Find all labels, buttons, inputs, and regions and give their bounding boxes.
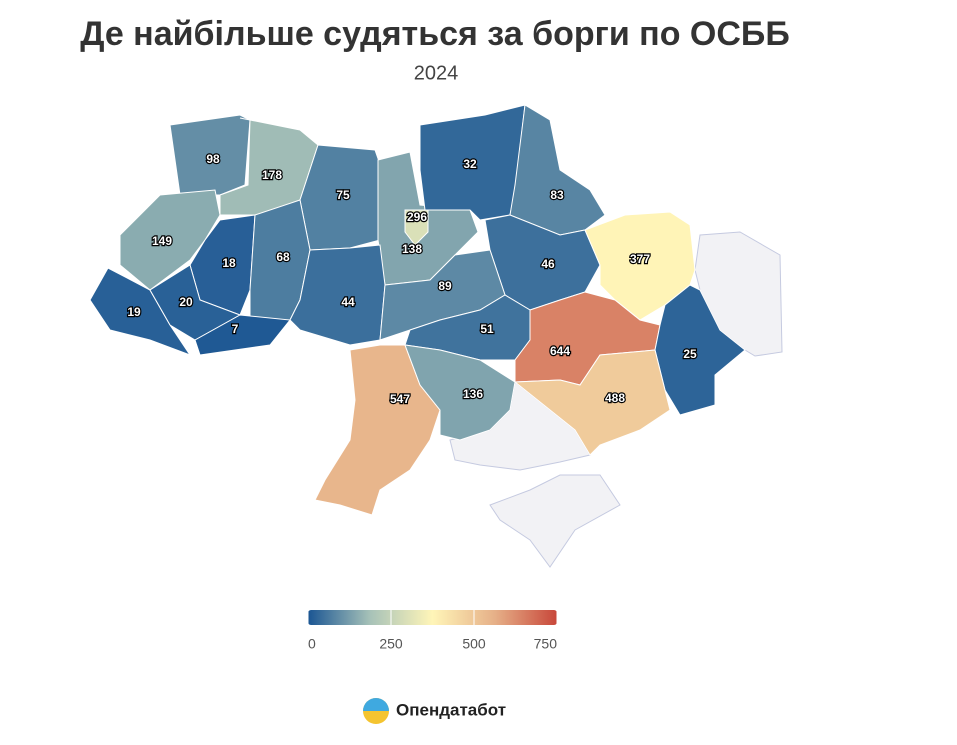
region: [194, 314, 291, 356]
value-label: 138: [402, 242, 422, 256]
region: [89, 267, 192, 357]
logo-icon: [363, 698, 389, 711]
source: Опендатабот: [396, 700, 506, 719]
region: [509, 104, 606, 236]
logo: Опендатабот: [363, 698, 506, 724]
value-label: 83: [550, 188, 564, 202]
legend-tick-label: 250: [379, 636, 403, 652]
value-label: 20: [179, 295, 193, 309]
legend-tick-label: 500: [462, 636, 486, 652]
value-label: 136: [463, 387, 483, 401]
region: [513, 349, 671, 456]
value-label: 18: [222, 256, 236, 270]
value-label: 25: [683, 347, 697, 361]
region-no-data: [694, 231, 783, 357]
legend-tick-label: 750: [534, 636, 558, 652]
no-data-regions: [449, 231, 783, 568]
value-label: 51: [480, 322, 494, 336]
region: [169, 114, 251, 196]
value-label: 149: [152, 234, 172, 248]
value-label: 98: [206, 152, 220, 166]
colorbar: [308, 610, 557, 625]
value-label: 89: [438, 279, 452, 293]
region: [404, 209, 429, 246]
region-no-data: [489, 474, 621, 568]
value-label: 19: [127, 305, 141, 319]
chart-subtitle: 2024: [414, 62, 459, 84]
legend: 0 250 500 750: [307, 610, 558, 652]
value-label: 178: [262, 168, 282, 182]
legend-tick-label: 0: [308, 636, 316, 652]
value-label: 32: [463, 157, 477, 171]
region: [219, 117, 319, 216]
value-label: 44: [341, 295, 355, 309]
value-label: 488: [605, 391, 625, 405]
region: [404, 344, 516, 441]
value-label: 75: [336, 188, 350, 202]
value-label: 644: [550, 344, 570, 358]
value-label: 377: [630, 252, 650, 266]
region: [654, 284, 746, 416]
labels: 98 178 75 138 296 32 83 149 18 68 46 377 19 20 7 44 89 51…: [126, 151, 698, 407]
value-label: 296: [407, 210, 427, 224]
value-label: 547: [390, 392, 410, 406]
chart-title: Де найбільше судяться за борги по ОСББ: [80, 15, 790, 53]
value-label: 7: [232, 322, 239, 336]
value-label: 68: [276, 250, 290, 264]
value-label: 46: [541, 257, 555, 271]
regions: [89, 104, 746, 516]
